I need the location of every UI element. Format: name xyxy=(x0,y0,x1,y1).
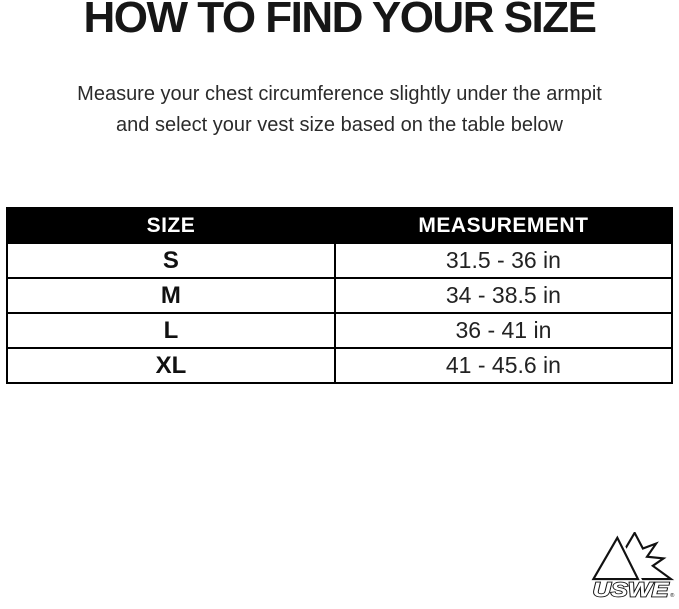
size-cell: L xyxy=(6,312,336,349)
table-header-row: SIZE MEASUREMENT xyxy=(6,207,674,244)
table-row: M 34 - 38.5 in xyxy=(6,277,674,314)
table-row: S 31.5 - 36 in xyxy=(6,242,674,279)
subtitle-line-1: Measure your chest circumference slightl… xyxy=(77,83,602,105)
uswe-wordmark: USWE xyxy=(593,578,670,598)
size-cell: XL xyxy=(6,347,336,384)
table-row: L 36 - 41 in xyxy=(6,312,674,349)
size-table: SIZE MEASUREMENT S 31.5 - 36 in M 34 - 3… xyxy=(6,207,674,384)
size-cell: S xyxy=(6,242,336,279)
page-title: HOW TO FIND YOUR SIZE xyxy=(83,0,597,42)
table-row: XL 41 - 45.6 in xyxy=(6,347,674,384)
measurement-cell: 31.5 - 36 in xyxy=(333,242,674,279)
measurement-cell: 36 - 41 in xyxy=(333,312,674,349)
registered-trademark-icon: ® xyxy=(670,592,675,598)
measurement-cell: 34 - 38.5 in xyxy=(333,277,674,314)
measurement-cell: 41 - 45.6 in xyxy=(333,347,674,384)
subtitle-line-2: and select your vest size based on the t… xyxy=(116,114,563,136)
uswe-mountain-icon: USWE ® xyxy=(590,532,675,598)
column-header-size: SIZE xyxy=(6,207,336,244)
uswe-logo: USWE ® xyxy=(590,532,676,598)
column-header-measurement: MEASUREMENT xyxy=(333,207,674,244)
size-cell: M xyxy=(6,277,336,314)
subtitle: Measure your chest circumference slightl… xyxy=(0,79,679,141)
